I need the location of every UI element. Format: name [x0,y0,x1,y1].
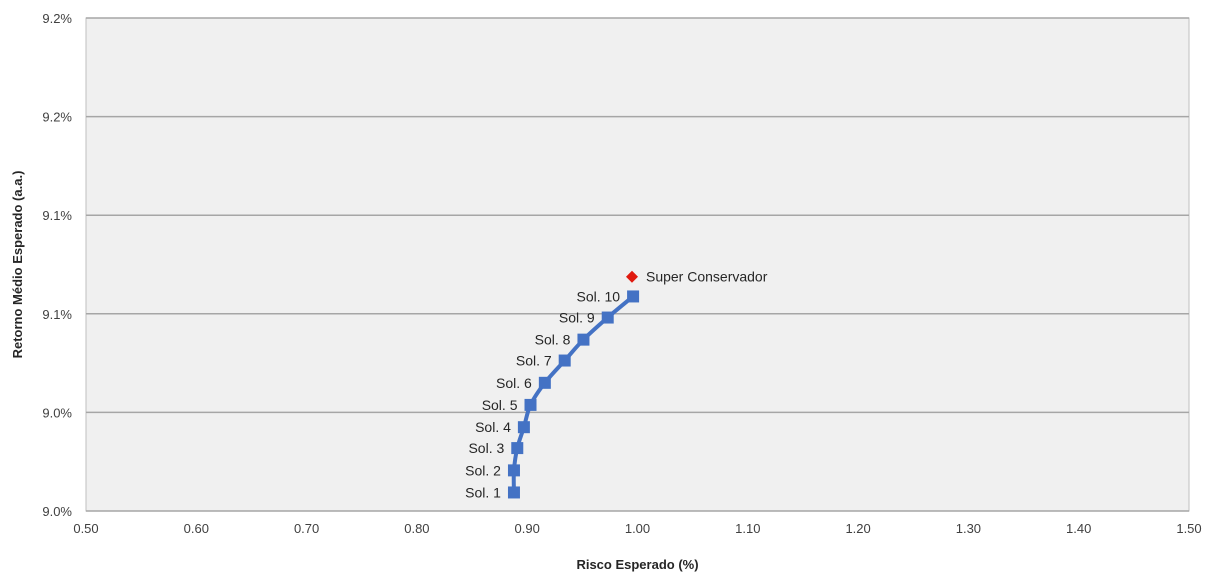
x-tick-label: 1.00 [625,521,650,536]
super-conservador-point: Super Conservador [625,269,768,285]
point-label: Sol. 10 [576,288,620,304]
y-tick-label: 9.2% [42,11,72,26]
x-tick-label: 1.20 [845,521,870,536]
y-tick-label: 9.1% [42,307,72,322]
y-tick-label: 9.2% [42,110,72,125]
frontier-marker [601,311,614,324]
frontier-marker [538,376,551,389]
frontier-line [511,294,635,493]
x-tick-label: 1.40 [1066,521,1091,536]
y-tick-label: 9.1% [42,208,72,223]
point-label: Sol. 8 [535,332,571,348]
highlight-label: Super Conservador [646,269,768,285]
x-tick-label: 1.30 [956,521,981,536]
y-axis-ticks: 9.0% 9.0% 9.1% 9.1% 9.2% 9.2% [42,11,72,519]
x-tick-label: 1.50 [1176,521,1201,536]
point-label: Sol. 2 [465,462,501,478]
point-label: Sol. 9 [559,310,595,326]
frontier-marker [511,442,524,455]
plot-area [85,17,1190,512]
frontier-marker [507,464,520,477]
y-tick-label: 9.0% [42,504,72,519]
frontier-marker [627,290,640,303]
point-label: Sol. 3 [468,440,504,456]
x-tick-label: 0.90 [515,521,540,536]
x-tick-label: 0.80 [404,521,429,536]
point-label: Sol. 5 [482,397,518,413]
point-label: Sol. 1 [465,484,501,500]
gridlines [86,17,1189,512]
frontier-marker [558,354,571,367]
x-tick-label: 0.50 [73,521,98,536]
x-tick-label: 1.10 [735,521,760,536]
point-label: Sol. 6 [496,375,532,391]
frontier-markers [507,290,640,499]
frontier-marker [507,486,520,499]
y-axis-title: Retorno Médio Esperado (a.a.) [10,171,25,359]
x-axis-title: Risco Esperado (%) [576,557,698,572]
point-labels: Sol. 1 Sol. 2 Sol. 3 Sol. 4 Sol. 5 Sol. 6 Sol.… [465,288,620,500]
frontier-marker [577,333,590,346]
point-label: Sol. 7 [516,353,552,369]
frontier-marker [517,421,530,434]
highlight-marker [625,270,638,283]
point-label: Sol. 4 [475,419,511,435]
y-tick-label: 9.0% [42,405,72,420]
x-axis-ticks: 0.50 0.60 0.70 0.80 0.90 1.00 1.10 1.20 1.30 1.40… [73,521,1201,536]
x-tick-label: 0.60 [184,521,209,536]
frontier-marker [524,398,537,411]
x-tick-label: 0.70 [294,521,319,536]
